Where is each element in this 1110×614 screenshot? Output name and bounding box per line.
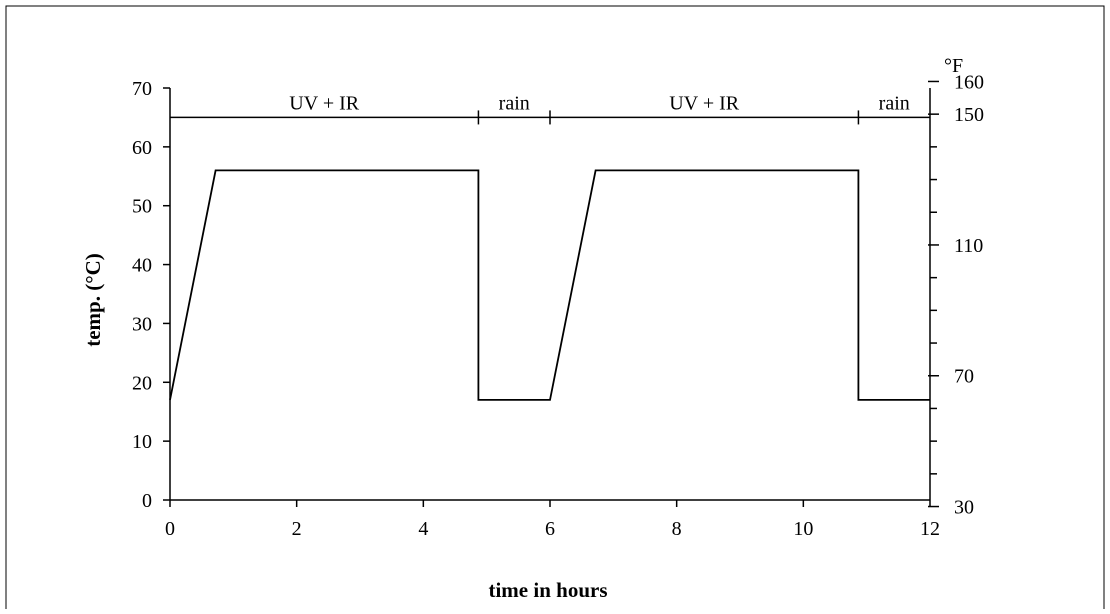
- temperature-series-line-0: [169, 169, 930, 401]
- y-tick-label-20: 20: [132, 372, 152, 394]
- y-tick-label-10: 10: [132, 431, 152, 453]
- x-tick-label-4: 4: [418, 518, 428, 540]
- y2-tick-label-160: 160: [954, 71, 984, 93]
- y2-tick-label-110: 110: [954, 235, 983, 257]
- y-tick-label-0: 0: [142, 490, 152, 512]
- y-axis-title: temp. (°C): [81, 253, 105, 347]
- x-tick-label-10: 10: [793, 518, 813, 540]
- phase-label-1: rain: [499, 92, 530, 114]
- y-tick-label-50: 50: [132, 196, 152, 218]
- y-tick-label-30: 30: [132, 313, 152, 335]
- y2-axis-unit-label: °F: [944, 55, 963, 77]
- y-tick-label-60: 60: [132, 137, 152, 159]
- phase-label-2: UV + IR: [669, 92, 739, 114]
- x-axis-title: time in hours: [488, 578, 607, 602]
- phase-label-0: UV + IR: [289, 92, 359, 114]
- x-tick-label-0: 0: [165, 518, 175, 540]
- x-tick-label-2: 2: [292, 518, 302, 540]
- y2-tick-label-150: 150: [954, 104, 984, 126]
- x-tick-label-12: 12: [920, 518, 940, 540]
- y2-tick-label-70: 70: [954, 366, 974, 388]
- x-tick-label-8: 8: [672, 518, 682, 540]
- phase-label-3: rain: [879, 92, 910, 114]
- y-tick-label-70: 70: [132, 78, 152, 100]
- outer-border: [5, 5, 1105, 609]
- x-tick-label-6: 6: [545, 518, 555, 540]
- y2-tick-label-30: 30: [954, 497, 974, 519]
- y-tick-label-40: 40: [132, 255, 152, 277]
